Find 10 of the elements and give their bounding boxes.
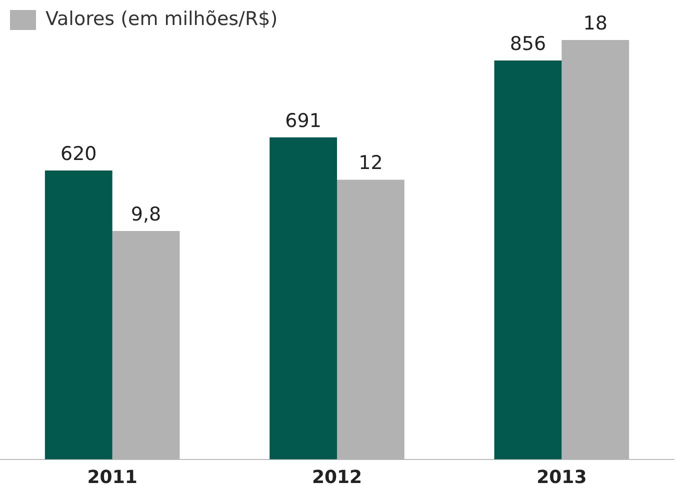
legend-label: Valores (em milhões/R$) (46, 8, 278, 30)
data-label: 691 (285, 110, 322, 132)
data-label: 18 (583, 12, 608, 34)
x-tick-label: 2012 (312, 466, 362, 488)
x-tick-label: 2013 (536, 466, 587, 488)
data-label: 9,8 (130, 203, 162, 226)
x-tick-label: 2011 (87, 466, 138, 488)
data-label: 620 (60, 142, 97, 165)
data-label: 12 (358, 152, 383, 174)
data-label: 856 (510, 32, 546, 55)
